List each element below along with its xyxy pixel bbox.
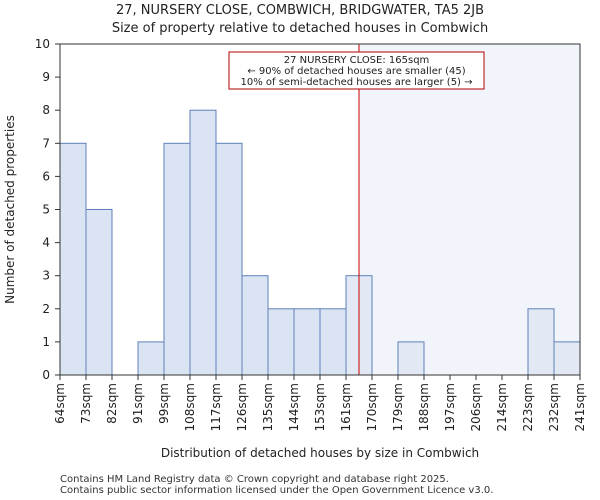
bar-73sqm xyxy=(85,209,113,376)
x-tick-label: 135sqm xyxy=(261,383,275,431)
x-tick-label: 99sqm xyxy=(157,383,171,424)
annotation-line-1: 27 NURSERY CLOSE: 165sqm xyxy=(284,55,430,66)
x-tick-label: 144sqm xyxy=(287,383,301,431)
bar-232sqm xyxy=(553,341,581,376)
y-axis-label: Number of detached properties xyxy=(3,115,17,304)
annotation-line-2: ← 90% of detached houses are smaller (45… xyxy=(247,66,465,77)
bar-91sqm xyxy=(137,341,165,376)
x-tick-label: 170sqm xyxy=(365,383,379,431)
y-tick-label: 1 xyxy=(42,335,50,349)
footer-licence: Contains public sector information licen… xyxy=(60,485,494,496)
x-tick-label: 206sqm xyxy=(469,383,483,431)
x-axis-label: Distribution of detached houses by size … xyxy=(161,446,479,460)
x-tick-label: 126sqm xyxy=(235,383,249,431)
bar-153sqm xyxy=(319,308,347,376)
x-tick-label: 82sqm xyxy=(105,383,119,424)
y-tick-label: 0 xyxy=(42,368,50,382)
marker-annotation: 27 NURSERY CLOSE: 165sqm ← 90% of detach… xyxy=(228,51,485,90)
x-tick-label: 188sqm xyxy=(417,383,431,431)
x-tick-label: 179sqm xyxy=(391,383,405,431)
chart-title: 27, NURSERY CLOSE, COMBWICH, BRIDGWATER,… xyxy=(115,3,485,18)
annotation-line-3: 10% of semi-detached houses are larger (… xyxy=(240,77,472,88)
y-tick-label: 5 xyxy=(42,203,50,217)
x-tick-label: 117sqm xyxy=(209,383,223,431)
bar-135sqm xyxy=(267,308,295,376)
bar-223sqm xyxy=(527,308,555,376)
y-tick-label: 8 xyxy=(42,103,50,117)
bar-144sqm xyxy=(293,308,321,376)
footer-copyright: Contains HM Land Registry data © Crown c… xyxy=(60,474,449,485)
y-tick-label: 6 xyxy=(42,169,50,183)
x-tick-label: 214sqm xyxy=(495,383,509,431)
x-tick-label: 223sqm xyxy=(521,383,535,431)
x-tick-label: 232sqm xyxy=(547,383,561,431)
bar-179sqm xyxy=(397,341,425,376)
y-tick-label: 7 xyxy=(42,136,50,150)
y-tick-label: 4 xyxy=(42,236,50,250)
y-axis: 0 1 2 3 4 5 6 7 8 9 10 xyxy=(35,37,60,382)
y-tick-label: 3 xyxy=(42,269,50,283)
bar-64sqm xyxy=(59,142,87,376)
x-tick-label: 161sqm xyxy=(339,383,353,431)
bar-group xyxy=(59,109,581,376)
x-tick-label: 108sqm xyxy=(183,383,197,431)
bar-117sqm xyxy=(215,142,243,376)
x-tick-label: 64sqm xyxy=(53,383,67,424)
y-tick-label: 10 xyxy=(35,37,50,51)
x-tick-label: 73sqm xyxy=(79,383,93,424)
x-tick-label: 153sqm xyxy=(313,383,327,431)
x-axis: 64sqm 73sqm 82sqm 91sqm 99sqm 108sqm 117sqm 126… xyxy=(53,375,587,431)
x-tick-label: 91sqm xyxy=(131,383,145,424)
x-tick-label: 197sqm xyxy=(443,383,457,431)
y-tick-label: 2 xyxy=(42,302,50,316)
bar-108sqm xyxy=(189,109,217,376)
annotation-box xyxy=(228,51,485,90)
y-tick-label: 9 xyxy=(42,70,50,84)
x-tick-label: 241sqm xyxy=(573,383,587,431)
chart-subtitle: Size of property relative to detached ho… xyxy=(111,21,489,36)
bar-99sqm xyxy=(163,142,191,376)
bar-126sqm xyxy=(241,275,269,376)
